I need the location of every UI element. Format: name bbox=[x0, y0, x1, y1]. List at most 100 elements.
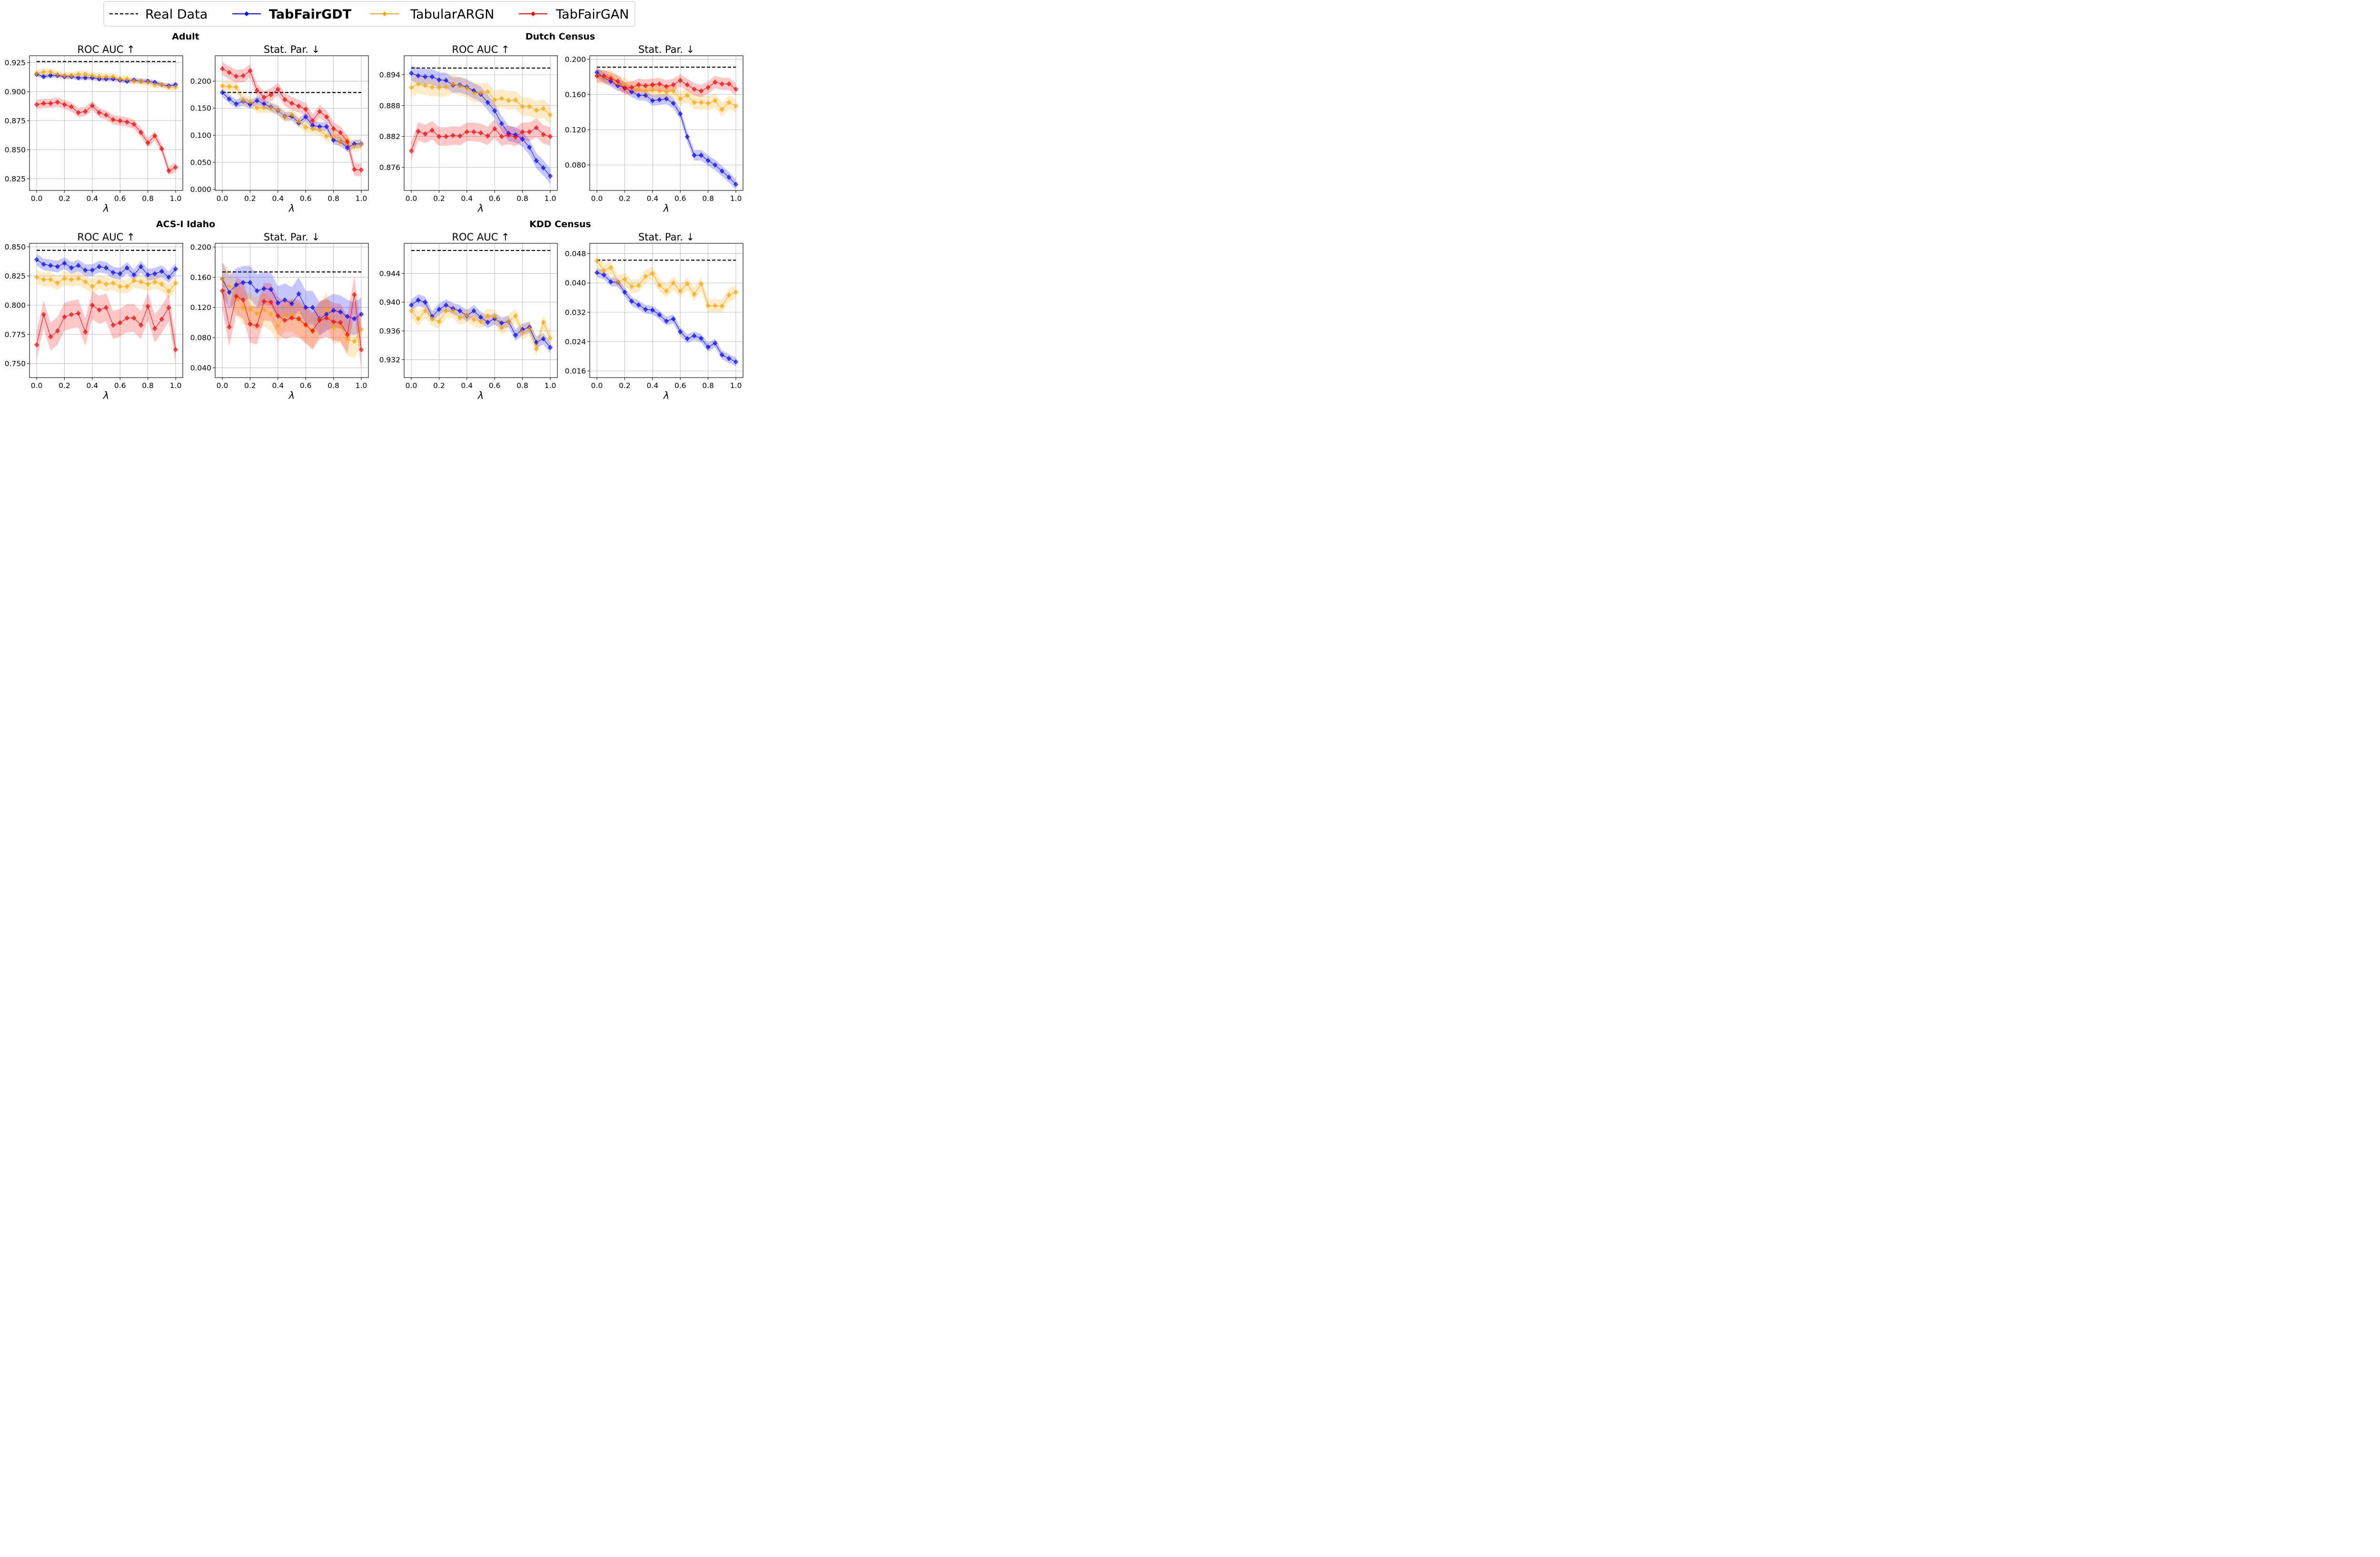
data-point-argn bbox=[359, 141, 364, 147]
data-point-argn bbox=[131, 79, 137, 84]
data-point-gan bbox=[705, 85, 711, 90]
x-tick-label: 0.6 bbox=[114, 194, 126, 203]
chart-panel: 0.0 0.2 0.4 0.6 0.8 1.0 0.080 0.120 0.160 0.200 St… bbox=[565, 44, 744, 214]
data-point-gan bbox=[234, 293, 239, 299]
data-point-gdt bbox=[248, 279, 253, 285]
data-point-argn bbox=[69, 73, 74, 78]
data-point-argn bbox=[166, 84, 171, 90]
data-point-gdt bbox=[678, 111, 683, 117]
y-tick-label: 0.850 bbox=[5, 146, 26, 154]
data-point-gan bbox=[248, 321, 253, 327]
data-point-argn bbox=[261, 307, 267, 312]
confidence-band-gan bbox=[411, 118, 550, 160]
data-point-gan bbox=[89, 302, 95, 308]
data-point-gan bbox=[345, 139, 350, 145]
panel-title: Stat. Par. ↓ bbox=[638, 231, 694, 243]
data-point-gan bbox=[97, 110, 102, 115]
y-tick-label: 0.894 bbox=[379, 70, 400, 79]
axes-frame bbox=[215, 55, 369, 191]
data-point-gdt bbox=[548, 173, 553, 179]
data-point-gdt bbox=[499, 121, 504, 127]
data-point-argn bbox=[110, 280, 116, 286]
panels: 0.0 0.2 0.4 0.6 0.8 1.0 0.825 0.850 0.875 0.900 0.… bbox=[5, 44, 744, 401]
data-point-argn bbox=[227, 84, 232, 90]
data-point-argn bbox=[684, 92, 690, 98]
data-point-gan bbox=[331, 319, 336, 325]
data-point-gdt bbox=[275, 300, 280, 306]
data-point-gdt bbox=[41, 261, 46, 267]
y-tick-label: 0.200 bbox=[565, 55, 586, 64]
data-point-argn bbox=[131, 278, 137, 283]
data-point-argn bbox=[173, 280, 178, 286]
data-point-gan bbox=[608, 76, 614, 81]
data-point-argn bbox=[485, 89, 490, 95]
data-point-argn bbox=[234, 84, 239, 90]
data-point-argn bbox=[166, 289, 171, 294]
legend-label: TabFairGDT bbox=[269, 7, 352, 22]
data-point-argn bbox=[268, 105, 274, 110]
data-point-gdt bbox=[664, 318, 669, 324]
confidence-band-argn bbox=[222, 262, 361, 358]
x-tick-label: 0.4 bbox=[461, 381, 473, 390]
data-point-gan bbox=[478, 130, 483, 136]
data-point-argn bbox=[684, 281, 690, 287]
data-point-gdt bbox=[310, 305, 315, 310]
data-point-gdt bbox=[699, 152, 704, 158]
data-point-gdt bbox=[705, 344, 711, 350]
data-point-gdt bbox=[713, 340, 718, 346]
data-point-gan bbox=[485, 133, 490, 139]
data-point-gan bbox=[548, 134, 553, 140]
data-point-argn bbox=[664, 89, 669, 95]
y-tick-label: 0.888 bbox=[379, 101, 400, 110]
data-point-gdt bbox=[261, 286, 267, 291]
data-point-argn bbox=[409, 308, 414, 314]
x-tick-label: 0.2 bbox=[433, 381, 445, 390]
data-point-gdt bbox=[636, 302, 641, 308]
data-point-argn bbox=[416, 81, 421, 87]
data-point-gan bbox=[296, 103, 301, 109]
data-point-argn bbox=[145, 281, 150, 287]
y-tick-label: 0.800 bbox=[5, 301, 26, 309]
data-point-argn bbox=[62, 276, 67, 281]
data-point-argn bbox=[650, 270, 655, 276]
x-axis-label: λ bbox=[103, 203, 109, 214]
data-point-argn bbox=[705, 303, 711, 309]
data-point-gdt bbox=[289, 301, 294, 307]
axes-frame bbox=[404, 55, 558, 191]
data-point-argn bbox=[97, 74, 102, 80]
data-point-gan bbox=[684, 82, 690, 88]
data-point-gan bbox=[139, 130, 143, 135]
data-point-gan bbox=[615, 79, 620, 84]
data-point-argn bbox=[499, 325, 504, 331]
data-point-gdt bbox=[76, 75, 81, 80]
x-tick-label: 0.6 bbox=[674, 381, 686, 390]
data-point-gdt bbox=[41, 74, 46, 80]
data-point-gdt bbox=[595, 270, 599, 276]
y-tick-label: 0.876 bbox=[379, 163, 400, 172]
y-tick-label: 0.160 bbox=[565, 90, 586, 99]
data-point-gdt bbox=[548, 345, 553, 350]
data-point-gan bbox=[55, 328, 60, 334]
data-point-gan bbox=[423, 131, 428, 137]
y-tick-label: 0.150 bbox=[190, 104, 211, 113]
data-point-argn bbox=[671, 280, 676, 286]
data-point-gan bbox=[145, 140, 150, 146]
data-point-gan bbox=[671, 82, 676, 88]
data-point-gan bbox=[227, 70, 232, 75]
data-point-gan bbox=[282, 97, 288, 102]
data-point-gdt bbox=[152, 271, 158, 277]
data-point-argn bbox=[409, 85, 414, 90]
data-point-gan bbox=[692, 86, 697, 92]
data-point-argn bbox=[331, 133, 336, 139]
data-point-gan bbox=[248, 68, 253, 74]
chart-panel: 0.0 0.2 0.4 0.6 0.8 1.0 0.932 0.936 0.940 0.944 RO… bbox=[379, 231, 558, 401]
data-point-argn bbox=[595, 258, 599, 264]
data-point-gdt bbox=[705, 158, 711, 163]
data-point-gan bbox=[97, 307, 102, 313]
data-point-argn bbox=[520, 104, 525, 110]
plot-series bbox=[595, 66, 738, 190]
data-point-argn bbox=[457, 83, 463, 89]
plot-series bbox=[409, 65, 553, 184]
data-point-argn bbox=[317, 127, 322, 133]
data-point-argn bbox=[485, 313, 490, 319]
